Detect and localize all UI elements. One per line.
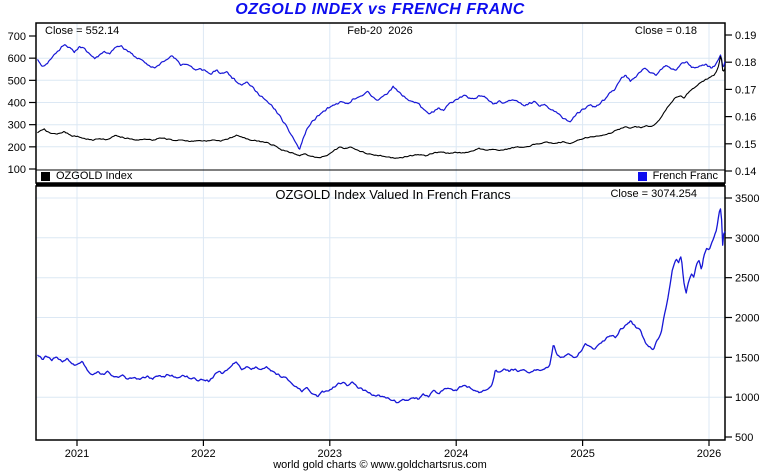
svg-text:200: 200 bbox=[8, 142, 26, 154]
legend-ozgold-index: OZGOLD Index bbox=[41, 170, 132, 182]
svg-text:700: 700 bbox=[8, 31, 26, 43]
svg-text:0.16: 0.16 bbox=[735, 112, 756, 124]
french-franc-legend-label: French Franc bbox=[652, 170, 718, 182]
svg-text:2025: 2025 bbox=[570, 448, 594, 460]
svg-text:0.18: 0.18 bbox=[735, 57, 756, 69]
svg-text:1500: 1500 bbox=[735, 352, 759, 364]
svg-text:400: 400 bbox=[8, 98, 26, 110]
bottom-panel-title: OZGOLD Index Valued In French Francs bbox=[275, 187, 511, 202]
french-franc-legend-swatch-icon bbox=[637, 171, 647, 181]
svg-text:500: 500 bbox=[8, 75, 26, 87]
svg-text:0.15: 0.15 bbox=[735, 139, 756, 151]
svg-text:3000: 3000 bbox=[735, 233, 759, 245]
svg-text:100: 100 bbox=[8, 164, 26, 176]
svg-text:2500: 2500 bbox=[735, 273, 759, 285]
svg-text:2021: 2021 bbox=[65, 448, 89, 460]
ozgold-legend-label: OZGOLD Index bbox=[56, 170, 133, 182]
ozgold-legend-swatch-icon bbox=[41, 171, 50, 181]
svg-text:0.19: 0.19 bbox=[735, 30, 756, 42]
svg-text:2022: 2022 bbox=[191, 448, 215, 460]
legend-french-franc: French Franc bbox=[637, 170, 718, 182]
svg-text:0.17: 0.17 bbox=[735, 84, 756, 96]
svg-text:3500: 3500 bbox=[735, 193, 759, 205]
svg-text:1000: 1000 bbox=[735, 392, 759, 404]
svg-text:500: 500 bbox=[735, 432, 753, 444]
copyright-credit: world gold charts © www.goldchartsrus.co… bbox=[273, 459, 487, 471]
svg-text:0.14: 0.14 bbox=[735, 166, 756, 178]
svg-text:2000: 2000 bbox=[735, 313, 759, 325]
svg-text:2024: 2024 bbox=[444, 448, 468, 460]
top-panel-close-left-label: Close = 552.14 bbox=[45, 25, 120, 37]
chart-title: OZGOLD INDEX vs FRENCH FRANC bbox=[235, 1, 525, 18]
svg-text:2026: 2026 bbox=[697, 448, 721, 460]
top-panel-close-right-label: Close = 0.18 bbox=[634, 25, 697, 37]
svg-text:600: 600 bbox=[8, 53, 26, 65]
bottom-panel-close-label: Close = 3074.254 bbox=[610, 188, 697, 200]
svg-text:300: 300 bbox=[8, 120, 26, 132]
svg-text:2023: 2023 bbox=[318, 448, 342, 460]
top-panel-date-label: Feb-20 2026 bbox=[347, 25, 413, 37]
